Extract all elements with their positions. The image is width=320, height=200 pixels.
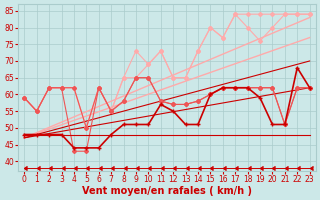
X-axis label: Vent moyen/en rafales ( km/h ): Vent moyen/en rafales ( km/h ) bbox=[82, 186, 252, 196]
